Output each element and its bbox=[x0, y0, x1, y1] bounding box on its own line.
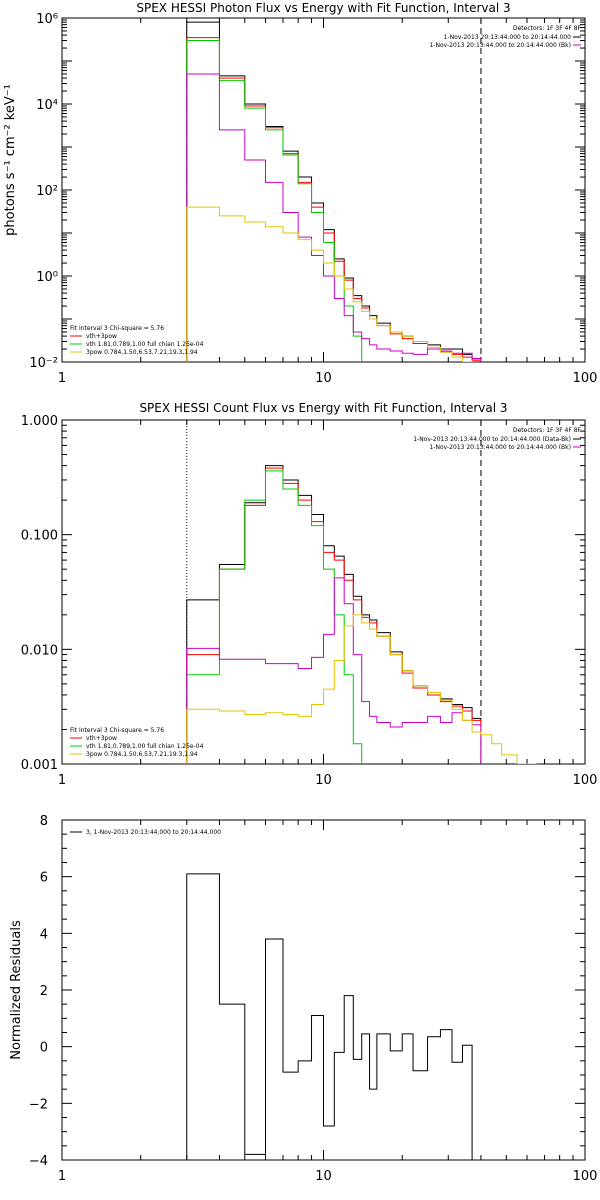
y-tick-label: 10⁻² bbox=[29, 356, 58, 371]
series-vth+3pow bbox=[186, 467, 482, 764]
x-axis: 1 10 100 bbox=[58, 18, 598, 386]
series-residuals bbox=[186, 873, 473, 1160]
plot-frame bbox=[61, 17, 586, 363]
legend-entry: 3, 1-Nov-2013 20:13:44.000 to 20:14:44.0… bbox=[86, 829, 221, 836]
y-tick-label: 10² bbox=[36, 184, 58, 199]
legend-left: Fit Interval 3 Chi-square = 5.76vth+3pow… bbox=[70, 727, 204, 758]
legend-entry: vth+3pow bbox=[86, 735, 117, 742]
series-group bbox=[186, 21, 482, 362]
x-tick-label: 10 bbox=[315, 773, 332, 788]
y-tick-label: 6 bbox=[40, 871, 48, 886]
y-tick-label: −4 bbox=[29, 1154, 48, 1169]
chart-1: SPEX HESSI Photon Flux vs Energy with Fi… bbox=[3, 1, 597, 386]
legend-left: Fit Interval 3 Chi-square = 5.76vth+3pow… bbox=[70, 325, 204, 356]
y-tick-label: 2 bbox=[40, 984, 48, 999]
y-tick-label: 8 bbox=[40, 814, 48, 829]
x-axis: 1 10 100 bbox=[58, 420, 598, 788]
x-tick-label: 100 bbox=[573, 1169, 598, 1184]
legend-entry: 1-Nov-2013 20:13:44.000 to 20:14:44.000 … bbox=[429, 444, 571, 451]
plot-frame bbox=[61, 419, 586, 765]
x-tick-label: 1 bbox=[58, 773, 66, 788]
y-tick-label: 0.001 bbox=[21, 758, 58, 773]
y-tick-label: 1.000 bbox=[21, 414, 58, 429]
legend-entry: 1-Nov-2013 20:13:44.000 to 20:14:44.000 … bbox=[429, 42, 571, 49]
legend-right: Detectors: 1F 3F 4F 8F 1-Nov-2013 20:13:4… bbox=[429, 25, 581, 49]
series-group bbox=[186, 465, 537, 764]
series-vth+3pow bbox=[186, 37, 482, 362]
series-group bbox=[186, 873, 473, 1160]
y-axis: 10⁶ 10⁴ 10² 10⁰ 10⁻² bbox=[29, 12, 585, 371]
series-vth bbox=[186, 39, 363, 362]
y-tick-label: 10⁴ bbox=[36, 98, 58, 113]
legend-entry: 1-Nov-2013 20:13:44.000 to 20:14:44.000 bbox=[444, 34, 572, 41]
y-tick-label: 4 bbox=[40, 927, 48, 942]
legend: 3, 1-Nov-2013 20:13:44.000 to 20:14:44.0… bbox=[70, 829, 221, 836]
legend-detectors: Detectors: 1F 3F 4F 8F bbox=[513, 25, 582, 32]
chart-2: SPEX HESSI Count Flux vs Energy with Fit… bbox=[21, 401, 598, 788]
legend-entry: vth+3pow bbox=[86, 333, 117, 340]
y-tick-label: 10⁰ bbox=[36, 270, 58, 285]
series-data bbox=[186, 21, 482, 362]
series-3pow bbox=[186, 614, 537, 764]
x-tick-label: 10 bbox=[315, 1169, 332, 1184]
y-tick-label: 0.010 bbox=[21, 643, 58, 658]
series-vth bbox=[186, 470, 363, 764]
y-axis-label: Normalized Residuals bbox=[9, 920, 24, 1060]
y-tick-label: 10⁶ bbox=[36, 12, 58, 27]
y-tick-label: −2 bbox=[29, 1097, 48, 1112]
legend-entry: 3pow 0.784,1.50,6.53,7.21,19.3,1.94 bbox=[86, 751, 198, 758]
y-tick-label: 0.100 bbox=[21, 529, 58, 544]
x-tick-label: 1 bbox=[58, 1169, 66, 1184]
x-tick-label: 100 bbox=[573, 773, 598, 788]
legend-detectors: Detectors: 1F 3F 4F 8F bbox=[513, 427, 582, 434]
legend-entry: 3pow 0.784,1.50,6.53,7.21,19.3,1.94 bbox=[86, 349, 198, 356]
legend-entry: 1-Nov-2013 20:13:44.000 to 20:14:44.000 … bbox=[413, 436, 571, 443]
x-tick-label: 100 bbox=[573, 371, 598, 386]
legend-entry: vth 1.81,0.789,1.00 full chian 1.25e-04 bbox=[86, 341, 204, 348]
series-3pow bbox=[186, 206, 473, 362]
x-tick-label: 1 bbox=[58, 371, 66, 386]
legend-right: Detectors: 1F 3F 4F 8F 1-Nov-2013 20:13:4… bbox=[413, 427, 581, 451]
legend-entry: vth 1.81,0.789,1.00 full chian 1.25e-04 bbox=[86, 743, 204, 750]
y-axis: 8 6 4 2 0 −2 −4 bbox=[29, 814, 585, 1169]
y-axis: 1.000 0.100 0.010 0.001 bbox=[21, 414, 585, 773]
series-bk bbox=[186, 73, 482, 362]
x-tick-label: 10 bbox=[315, 371, 332, 386]
legend-header: Fit Interval 3 Chi-square = 5.76 bbox=[70, 325, 164, 332]
chart-title: SPEX HESSI Photon Flux vs Energy with Fi… bbox=[136, 1, 510, 15]
chart-title: SPEX HESSI Count Flux vs Energy with Fit… bbox=[139, 401, 507, 415]
series-bk bbox=[186, 577, 482, 764]
x-axis: 1 10 100 bbox=[58, 820, 598, 1184]
legend-header: Fit Interval 3 Chi-square = 5.76 bbox=[70, 727, 164, 734]
y-axis-label: photons s⁻¹ cm⁻² keV⁻¹ bbox=[3, 84, 18, 236]
y-tick-label: 0 bbox=[40, 1041, 48, 1056]
chart-3: 1 10 100 8 6 4 2 0 −2 −4 Normalized Residuals 3, 1-… bbox=[9, 814, 597, 1184]
